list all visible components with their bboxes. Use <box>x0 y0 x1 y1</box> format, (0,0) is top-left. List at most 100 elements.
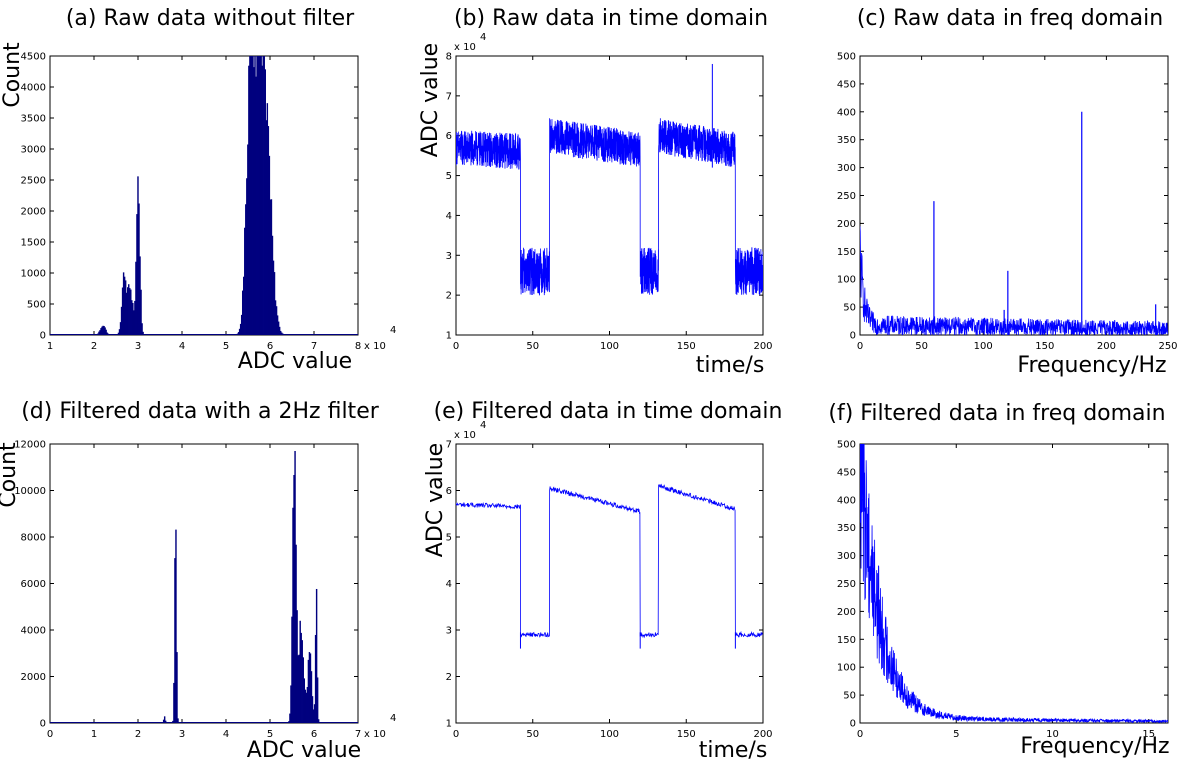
histogram-bar <box>129 288 131 335</box>
y-tick-label: 2000 <box>21 207 46 218</box>
histogram-bar <box>99 330 101 335</box>
y-tick-label: 4000 <box>21 626 46 637</box>
y-tick-label: 0 <box>850 331 856 342</box>
y-tick-label: 100 <box>837 275 856 286</box>
y-tick-label: 2 <box>446 672 452 683</box>
histogram-bar <box>278 326 281 335</box>
y-tick-label: 2500 <box>21 176 46 187</box>
histogram-bar <box>139 256 141 335</box>
histogram-bar <box>255 76 257 335</box>
x-tick-label: 150 <box>677 341 696 352</box>
x-tick-label: 150 <box>677 729 696 740</box>
y-exponent: 4 <box>480 420 486 431</box>
y-tick-label: 350 <box>837 135 856 146</box>
y-tick-label: 4500 <box>21 52 46 63</box>
chart-title: (f) Filtered data in freq domain <box>828 401 1165 426</box>
histogram-bar <box>271 235 274 335</box>
histogram-bar <box>307 659 310 723</box>
histogram-bar <box>239 323 242 335</box>
plot-area <box>860 111 1168 335</box>
histogram-bar <box>140 289 142 335</box>
histogram-bar <box>291 616 293 723</box>
plot-area <box>50 450 358 723</box>
y-tick-label: 250 <box>837 579 856 590</box>
histogram-bar <box>294 450 296 723</box>
histogram-bar <box>248 65 250 335</box>
histogram-bar <box>132 302 134 335</box>
y-tick-label: 3 <box>446 251 452 262</box>
histogram-bar <box>125 292 128 335</box>
histogram-bar <box>289 713 291 723</box>
histogram-bar <box>309 653 312 723</box>
histogram-bar <box>141 323 143 335</box>
y-tick-label: 6 <box>446 131 452 142</box>
chart-title: (e) Filtered data in time domain <box>434 399 783 424</box>
y-tick-label: 150 <box>837 635 856 646</box>
histogram-bar <box>268 155 271 335</box>
x-tick-label: 250 <box>1158 341 1177 352</box>
y-tick-label: 350 <box>837 523 856 534</box>
chart-title: (a) Raw data without filter <box>66 6 355 31</box>
histogram-bar <box>127 287 129 335</box>
chart-c: (c) Raw data in freq domain 0 50 100 150 200 2… <box>837 6 1177 378</box>
histogram-bar <box>276 315 279 335</box>
y-tick-label: 200 <box>837 219 856 230</box>
x-multiplier: x 10 <box>364 729 386 740</box>
histogram-bar <box>123 276 126 335</box>
histogram-bar <box>306 686 309 723</box>
axes-frame <box>455 55 764 336</box>
histogram-bar <box>101 326 103 335</box>
x-tick-label: 1 <box>47 341 53 352</box>
y-tick-label: 200 <box>837 607 856 618</box>
y-axis-label: Count <box>0 442 21 508</box>
histogram-bar <box>245 204 247 335</box>
y-tick-label: 7 <box>446 440 452 451</box>
histogram-bar <box>238 328 241 335</box>
spectrum-line <box>860 226 1168 335</box>
histogram-bar <box>105 329 107 335</box>
x-axis-label: ADC value <box>247 738 361 762</box>
x-tick-label: 0 <box>47 729 53 740</box>
histogram-bar <box>135 261 137 335</box>
y-tick-label: 1 <box>446 719 452 730</box>
x-tick-label: 0 <box>857 729 863 740</box>
histogram-bar <box>313 704 316 723</box>
histogram-bar <box>303 678 306 723</box>
histogram-bar <box>104 327 106 335</box>
histogram-bar <box>247 144 249 335</box>
histogram-bar <box>173 682 175 723</box>
histogram-bar <box>142 331 144 335</box>
histogram-bar <box>295 544 297 723</box>
histogram-bar <box>274 300 277 335</box>
histogram-bar <box>137 176 139 335</box>
histogram-bar <box>260 56 262 335</box>
y-tick-label: 8 <box>446 52 452 63</box>
histogram-bar <box>176 652 178 723</box>
y-tick-label: 400 <box>837 495 856 506</box>
y-tick-label: 300 <box>837 163 856 174</box>
histogram-bar <box>250 56 252 335</box>
histogram-bar <box>134 300 136 335</box>
histogram-bar <box>164 720 167 723</box>
axes-frame <box>455 443 764 724</box>
plot-area <box>50 56 358 335</box>
x-multiplier: x 10 <box>364 341 386 352</box>
chart-title: (c) Raw data in freq domain <box>857 6 1163 31</box>
x-axis-label: Frequency/Hz <box>1017 353 1166 378</box>
histogram-bar <box>317 719 320 723</box>
chart-title: (b) Raw data in time domain <box>454 6 768 31</box>
y-multiplier: x 10 <box>454 42 476 53</box>
histogram-bar <box>118 329 121 335</box>
y-tick-label: 8000 <box>21 533 46 544</box>
histogram-bar <box>281 332 283 335</box>
x-tick-label: 100 <box>600 341 619 352</box>
x-tick-label: 15 <box>1142 729 1155 740</box>
histogram-bar <box>244 227 246 335</box>
histogram-bar <box>279 330 282 335</box>
histogram-bar <box>102 325 104 335</box>
y-tick-label: 12000 <box>14 440 46 451</box>
x-tick-label: 7 <box>311 341 317 352</box>
histogram-bar <box>296 610 298 723</box>
x-axis-label: time/s <box>699 738 768 762</box>
histogram-bar <box>297 655 299 723</box>
